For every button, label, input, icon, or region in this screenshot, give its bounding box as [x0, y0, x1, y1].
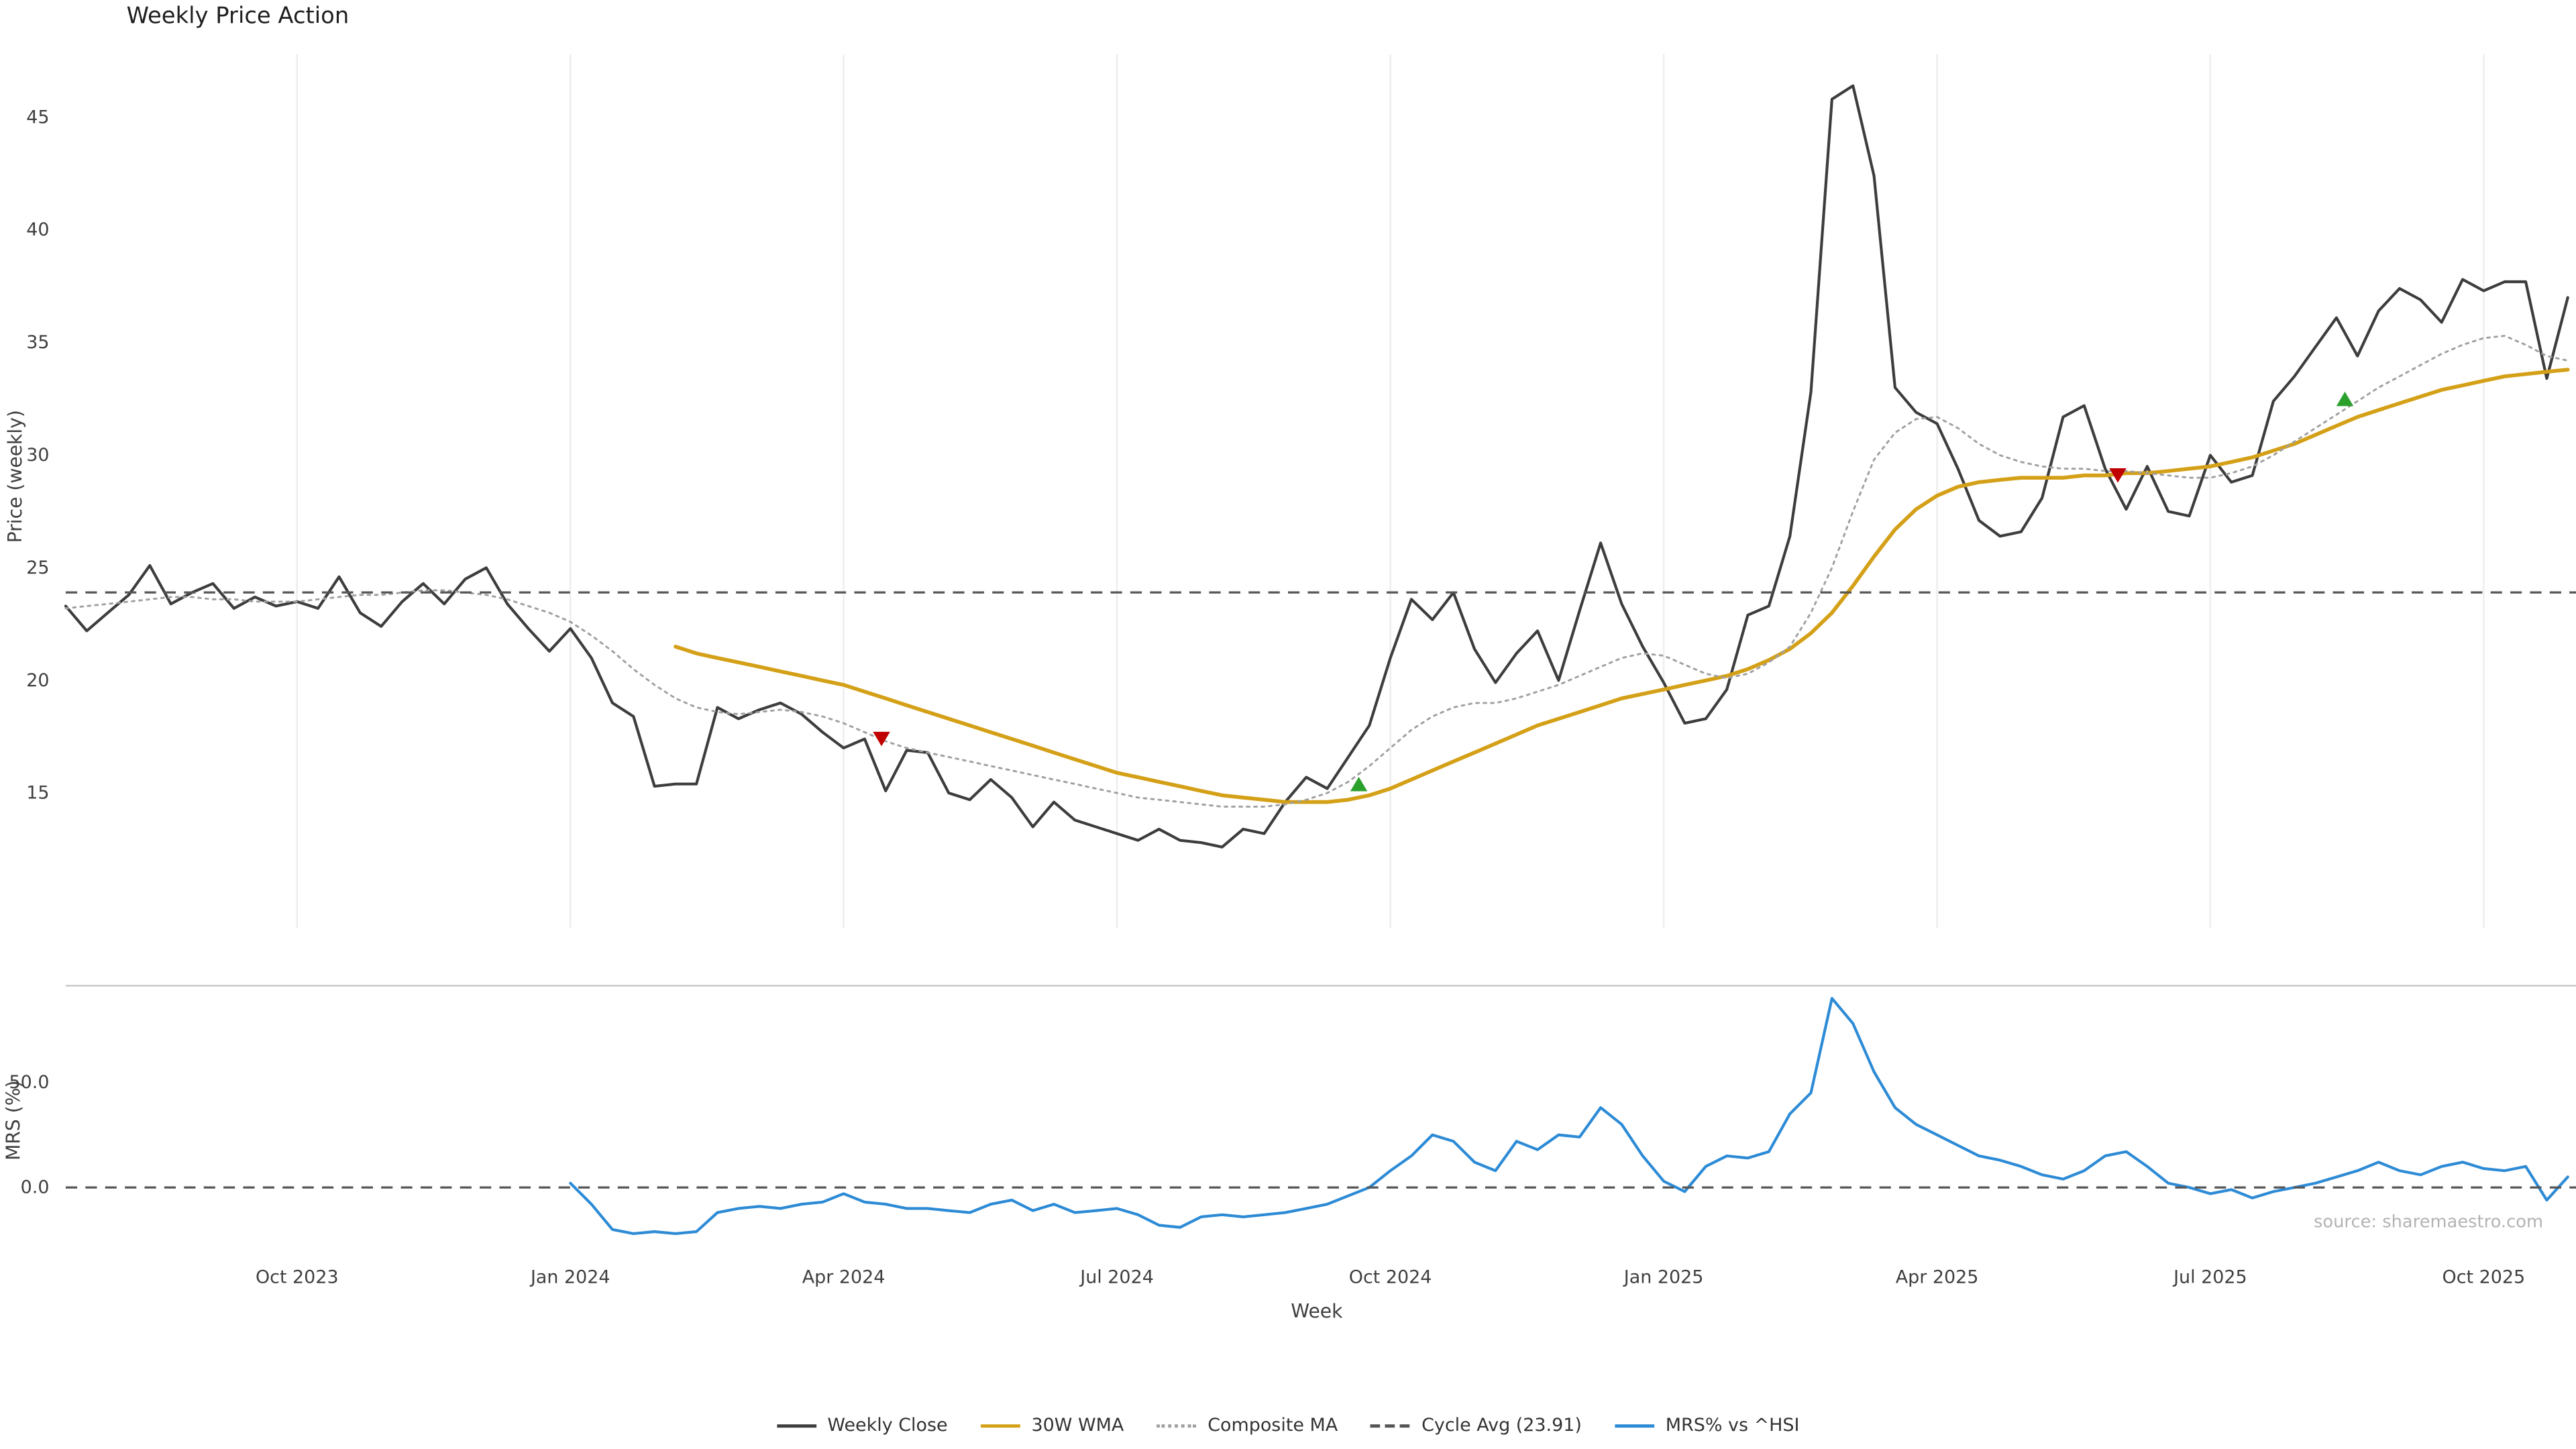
source-note: source: sharemaestro.com: [2314, 1212, 2544, 1232]
mrs-y-tick-label: 50.0: [9, 1072, 50, 1093]
price-y-tick-label: 35: [26, 332, 49, 353]
mrs-line-swatch: [1614, 1424, 1654, 1427]
series-composite-ma: [64, 335, 2569, 808]
x-tick-label: Oct 2025: [2443, 1267, 2526, 1288]
x-tick-label: Jan 2024: [529, 1267, 610, 1288]
x-tick-label: Apr 2024: [802, 1267, 885, 1288]
price-y-tick-label: 40: [26, 219, 49, 240]
mrs-y-tick-label: 0.0: [21, 1177, 50, 1198]
legend-label-weekly-close: Weekly Close: [827, 1414, 948, 1436]
legend-item-weekly-close: Weekly Close: [776, 1414, 948, 1436]
sell-signal-marker: [2109, 468, 2127, 483]
price-y-tick-label: 25: [26, 557, 49, 578]
series-30w-wma: [674, 368, 2570, 804]
price-panel: 15 20 25 30 35 40 45: [26, 84, 2576, 849]
x-tick-label: Apr 2025: [1896, 1267, 1979, 1288]
composite-ma-line-swatch: [1157, 1424, 1197, 1427]
price-y-tick-label: 20: [26, 670, 49, 691]
buy-signal-marker: [1350, 776, 1368, 792]
legend-label-30w-wma: 30W WMA: [1031, 1414, 1124, 1436]
sell-signal-marker: [873, 731, 890, 747]
weekly-close-line-swatch: [776, 1424, 816, 1427]
legend-label-cycle-avg: Cycle Avg (23.91): [1421, 1414, 1582, 1436]
x-tick-label: Jan 2025: [1623, 1267, 1704, 1288]
chart-title: Weekly Price Action: [126, 3, 350, 30]
x-tick-label: Oct 2024: [1349, 1267, 1432, 1288]
buy-signal-marker: [2336, 391, 2354, 407]
gridlines: [296, 54, 2485, 928]
price-y-tick-label: 15: [26, 783, 49, 804]
series-mrs-vs-hsi: [569, 997, 2569, 1236]
wma-line-swatch: [980, 1424, 1020, 1427]
x-tick-labels: Oct 2023 Jan 2024 Apr 2024 Jul 2024 Oct 2024…: [256, 1267, 2525, 1288]
legend-item-cycle-avg: Cycle Avg (23.91): [1371, 1415, 1582, 1436]
legend-item-mrs: MRS% vs ^HSI: [1614, 1414, 1800, 1436]
legend-item-composite-ma: Composite MA: [1157, 1415, 1338, 1436]
mrs-panel: 0.0 50.0: [9, 997, 2576, 1236]
cycle-avg-line-swatch: [1371, 1424, 1410, 1427]
legend-label-composite-ma: Composite MA: [1208, 1414, 1338, 1436]
x-tick-label: Jul 2025: [2172, 1267, 2247, 1288]
x-tick-label: Oct 2023: [256, 1267, 339, 1288]
legend: Weekly Close 30W WMA Composite MA Cycle …: [0, 1415, 2576, 1436]
price-y-tick-label: 30: [26, 445, 49, 466]
x-tick-label: Jul 2024: [1079, 1267, 1154, 1288]
legend-label-mrs: MRS% vs ^HSI: [1665, 1414, 1800, 1436]
price-y-tick-label: 45: [26, 107, 49, 127]
series-weekly-close: [64, 84, 2569, 849]
x-axis-label: Week: [1291, 1299, 1343, 1323]
legend-item-30w-wma: 30W WMA: [980, 1414, 1124, 1436]
